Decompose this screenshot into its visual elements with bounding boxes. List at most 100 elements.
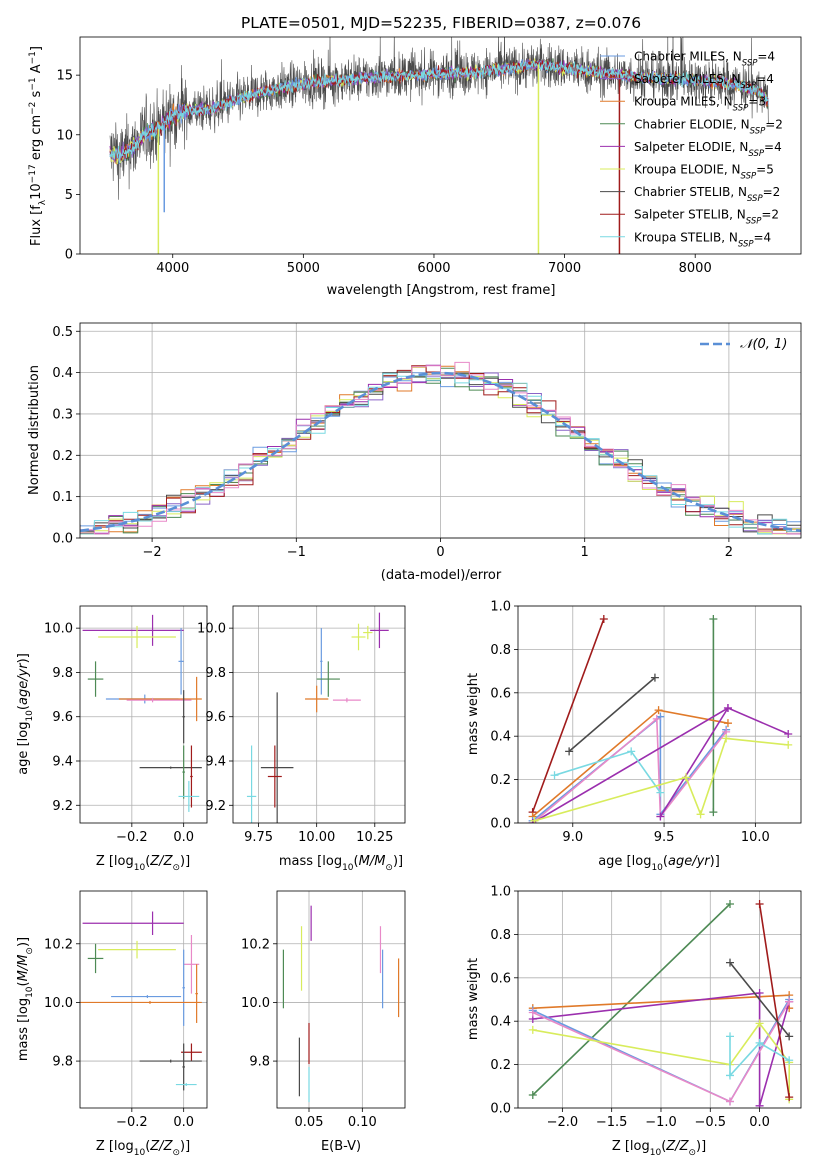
y-tick-label: 0.8 [490,643,511,658]
error-bar-point [82,614,184,646]
plus-marker [709,615,718,624]
plus-marker [784,730,793,739]
axes-frame [517,890,802,1109]
y-axis-label: mass weight [466,958,481,1040]
mass-weight-series [532,903,731,1096]
x-tick-label: 0.0 [173,830,194,845]
error-bar-point [195,964,198,1023]
error-bar-point [363,625,373,640]
mass-weight-series [659,707,729,817]
x-tick-label: 0.10 [348,1115,377,1130]
plus-marker [528,1008,537,1017]
chart-title: PLATE=0501, MJD=52235, FIBERID=0387, z=0… [241,14,641,32]
y-axis-label: Flux [fλ10−17 erg cm−2 s−1 A−1] [28,46,48,246]
x-tick-label: 8000 [679,261,712,276]
y-tick-label: 10.0 [44,622,73,637]
y-tick-label: 1.0 [490,885,511,900]
y-tick-label: 0.3 [52,407,73,422]
error-bar-point [332,697,361,703]
x-tick-label: 9.75 [244,830,273,845]
plus-marker [726,1071,735,1080]
x-axis-label: E(B-V) [321,1139,361,1154]
error-bar-point [80,1000,202,1004]
y-tick-label: 0.8 [490,928,511,943]
plot-area-mass_vs_ebv [282,905,400,1103]
plus-marker [784,740,793,749]
error-bar-point [182,1043,185,1091]
y-axis-label: mass [log10(M/M⊙)] [16,937,35,1061]
x-tick-label: −0.2 [116,830,148,845]
x-tick-label: −1.0 [645,1115,677,1130]
x-tick-label: 1 [581,545,589,560]
y-tick-label: 9.6 [205,710,226,725]
error-bar-point [246,745,257,823]
axes-spectrum: 4000 5000 6000 7000 8000 0 5 10 15 [56,36,802,276]
error-bar-point [181,1043,202,1062]
plus-marker [723,719,732,728]
plus-marker [528,1090,537,1099]
x-tick-label: −2 [143,545,162,560]
y-tick-label: 1.0 [490,600,511,615]
error-bar-point [178,780,200,812]
mass-weight-series [532,717,727,823]
plus-marker [785,1032,794,1041]
y-tick-label: 0.6 [490,971,511,986]
x-tick-label: −1.5 [596,1115,628,1130]
plot-area-mass_weight_vs_Z [528,900,794,1108]
plus-marker [565,747,574,756]
error-bar-point [190,745,193,808]
axes-mass_vs_Z: −0.2 0.0 9.8 10.0 10.2 [44,890,208,1130]
plot-area-mass_vs_Z [80,911,202,1091]
plus-marker [528,1025,537,1034]
plot-area-residuals [80,361,801,535]
plus-marker [530,816,539,823]
y-tick-label: 10.2 [44,937,73,952]
axes-frame [517,605,802,824]
plus-marker [726,1032,735,1041]
error-bar-point [316,661,340,697]
x-tick-label: −0.2 [116,1115,148,1130]
x-axis-label: age [log10(age/yr)] [598,854,720,873]
legend: Chabrier MILES, NSSP=4 Salpeter MILES, NS… [600,50,783,249]
y-axis-label: mass weight [466,673,481,755]
x-tick-label: 7000 [548,261,581,276]
plus-marker [785,997,794,1006]
plus-marker [726,958,735,967]
y-tick-label: 0.2 [52,449,73,464]
plus-marker [755,1038,764,1047]
y-tick-label: 9.8 [52,666,73,681]
plus-marker [726,900,735,909]
plus-marker [726,1097,735,1106]
mass-weight-series [568,676,656,753]
legend-entry: 𝒩(0, 1) [740,337,787,352]
y-tick-label: 9.2 [52,799,73,814]
plus-marker [723,703,732,712]
error-bar-point [267,745,282,808]
y-tick-label: 10.0 [197,622,226,637]
plus-marker [599,615,608,624]
x-tick-label: 9.5 [654,830,675,845]
y-tick-label: 0.0 [490,1102,511,1117]
error-bar-point [82,911,184,935]
plot-area-spectrum [109,37,769,254]
y-tick-label: 0 [65,248,73,263]
x-tick-label: 4000 [156,261,189,276]
plus-marker [652,714,661,723]
y-tick-label: 5 [65,188,73,203]
axes-age_vs_mass: 9.75 10.00 10.25 9.2 9.4 9.6 9.8 10.0 [197,605,406,845]
plus-marker [696,810,705,819]
y-tick-label: 9.6 [52,710,73,725]
y-tick-label: 0.0 [490,817,511,832]
axes-mass_vs_ebv: 0.05 0.10 9.8 10.0 10.2 [241,890,406,1130]
x-tick-label: 0.0 [749,1115,770,1130]
y-tick-label: 0.4 [52,366,73,381]
x-tick-label: 0 [436,545,444,560]
axes-residuals: −2 −1 0 1 2 0.0 0.1 0.2 0.3 0.4 0.5 [52,322,802,560]
plus-marker [656,788,665,797]
plus-marker [785,1056,794,1065]
y-tick-label: 0.5 [52,325,73,340]
x-tick-label: 10.00 [298,830,335,845]
y-tick-label: 0.2 [490,1058,511,1073]
y-tick-label: 0.2 [490,773,511,788]
error-bar-point [182,949,185,1026]
